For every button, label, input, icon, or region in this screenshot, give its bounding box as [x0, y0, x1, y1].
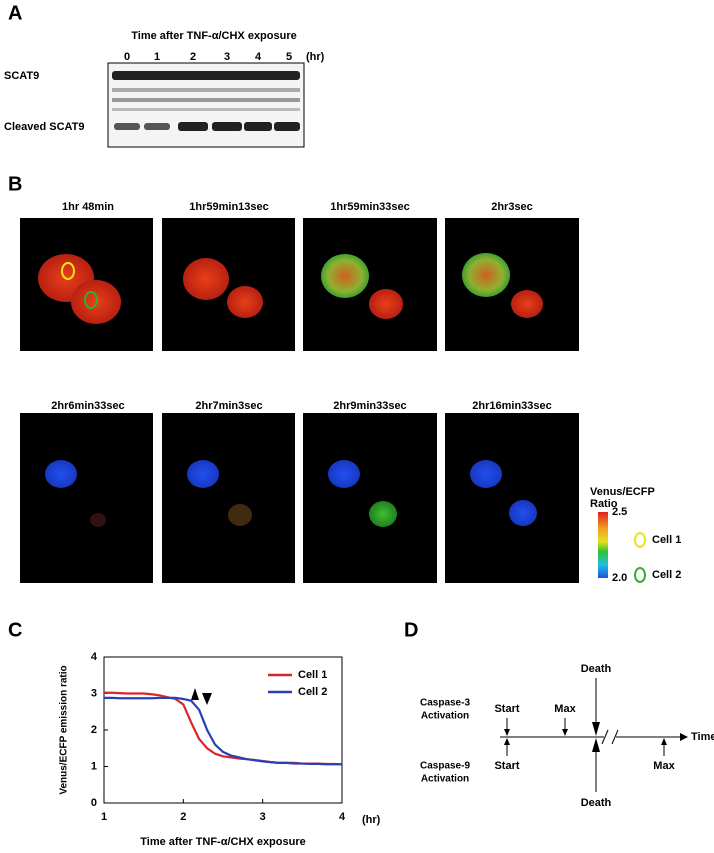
x-axis-label: Time after TNF-α/CHX exposure [140, 836, 305, 848]
panel-label: C [8, 619, 22, 641]
gel-bands [112, 71, 300, 131]
x-unit: (hr) [362, 814, 381, 826]
lane-label: 3 [224, 51, 230, 63]
frame-label: 2hr16min33sec [472, 400, 552, 412]
legend-label: Cell 2 [298, 686, 327, 698]
frame-label: 2hr6min33sec [51, 400, 124, 412]
lane-label: 5 [286, 51, 292, 63]
colorbar [598, 512, 608, 578]
lane-label: 2 [190, 51, 196, 63]
frame-label: 2hr9min33sec [333, 400, 406, 412]
panel-label: A [8, 2, 22, 24]
band-label: Cleaved SCAT9 [4, 121, 85, 133]
colorbar-tick: 2.0 [612, 572, 627, 584]
x-tick-label: 3 [260, 811, 266, 823]
lane-label: 1 [154, 51, 160, 63]
x-tick-label: 1 [101, 811, 107, 823]
frame-label: 1hr59min33sec [330, 201, 410, 213]
frame-label: 2hr3sec [491, 201, 533, 213]
band-label: SCAT9 [4, 70, 39, 82]
frame-label: 1hr59min13sec [189, 201, 269, 213]
lane-label: 0 [124, 51, 130, 63]
panel-label: B [8, 173, 22, 195]
event-label: Death [581, 797, 612, 809]
y-tick-label: 1 [91, 760, 97, 772]
y-tick-label: 0 [91, 797, 97, 809]
legend-swatch [634, 567, 646, 583]
panel-d: D Caspase-3 Activation Caspase-9 Activat… [404, 619, 714, 809]
frame-label: 2hr7min3sec [195, 400, 262, 412]
panel-b: B 1hr 48min 1hr59min13sec 1hr59min33sec … [8, 173, 681, 584]
micrographs [20, 218, 579, 583]
row-label: Caspase-9 [420, 761, 470, 772]
frame-label: 1hr 48min [62, 201, 114, 213]
x-tick-label: 2 [180, 811, 186, 823]
row-label: Caspase-3 [420, 698, 470, 709]
legend-swatch [634, 532, 646, 548]
row-label: Activation [421, 711, 469, 722]
x-tick-label: 4 [339, 811, 346, 823]
colorbar-title: Ratio [590, 498, 618, 510]
panel-label: D [404, 619, 418, 641]
colorbar-title: Venus/ECFP [590, 486, 655, 498]
gel-title: Time after TNF-α/CHX exposure [131, 30, 296, 42]
timeline [500, 678, 688, 792]
lane-unit: (hr) [306, 51, 325, 63]
lane-label: 4 [255, 51, 262, 63]
row-label: Activation [421, 774, 469, 785]
y-tick-label: 2 [91, 724, 97, 736]
series-line [104, 696, 342, 766]
event-label: Max [554, 703, 576, 715]
series-line [104, 691, 343, 766]
legend-label: Cell 1 [298, 669, 327, 681]
y-axis-label: Venus/ECFP emission ratio [59, 665, 70, 794]
y-tick-label: 4 [91, 651, 98, 663]
event-label: Death [581, 663, 612, 675]
panel-a: A Time after TNF-α/CHX exposure 0 1 2 3 … [4, 2, 325, 148]
event-label: Start [494, 760, 519, 772]
legend-label: Cell 2 [652, 569, 681, 581]
arrowhead [202, 693, 212, 705]
colorbar-tick: 2.5 [612, 506, 627, 518]
arrowhead [191, 688, 199, 700]
event-label: Max [653, 760, 675, 772]
legend-label: Cell 1 [652, 534, 681, 546]
panel-c: C Time after TNF-α/CHX exposure (hr) Ven… [8, 619, 381, 848]
y-tick-label: 3 [91, 687, 97, 699]
axis-label: Time [691, 731, 714, 743]
event-label: Start [494, 703, 519, 715]
